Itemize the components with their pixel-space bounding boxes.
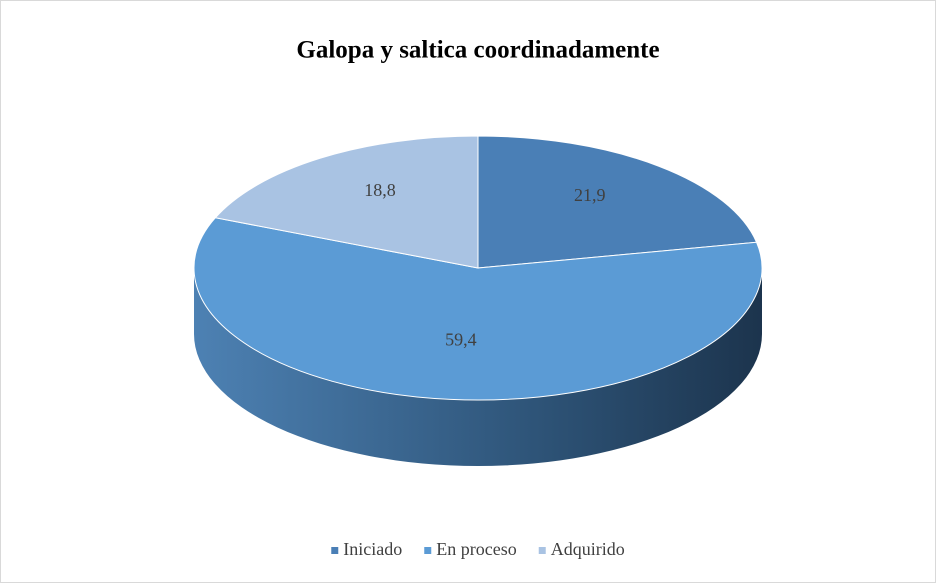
legend-swatch: [424, 547, 432, 554]
pie-slice: [214, 135, 479, 269]
pie-slice: [193, 217, 763, 401]
chart-title: Galopa y saltica coordinadamente: [296, 37, 659, 64]
data-label: 59,4: [445, 330, 477, 350]
pie-slice: [477, 135, 758, 269]
legend-label: En proceso: [436, 539, 516, 559]
legend-label: Adquirido: [551, 539, 625, 559]
legend-swatch: [538, 547, 546, 554]
legend-label: Iniciado: [343, 539, 402, 559]
legend-swatch: [331, 547, 339, 554]
data-label: 18,8: [364, 180, 396, 200]
pie-side: [194, 268, 762, 466]
data-label: 21,9: [574, 185, 606, 205]
